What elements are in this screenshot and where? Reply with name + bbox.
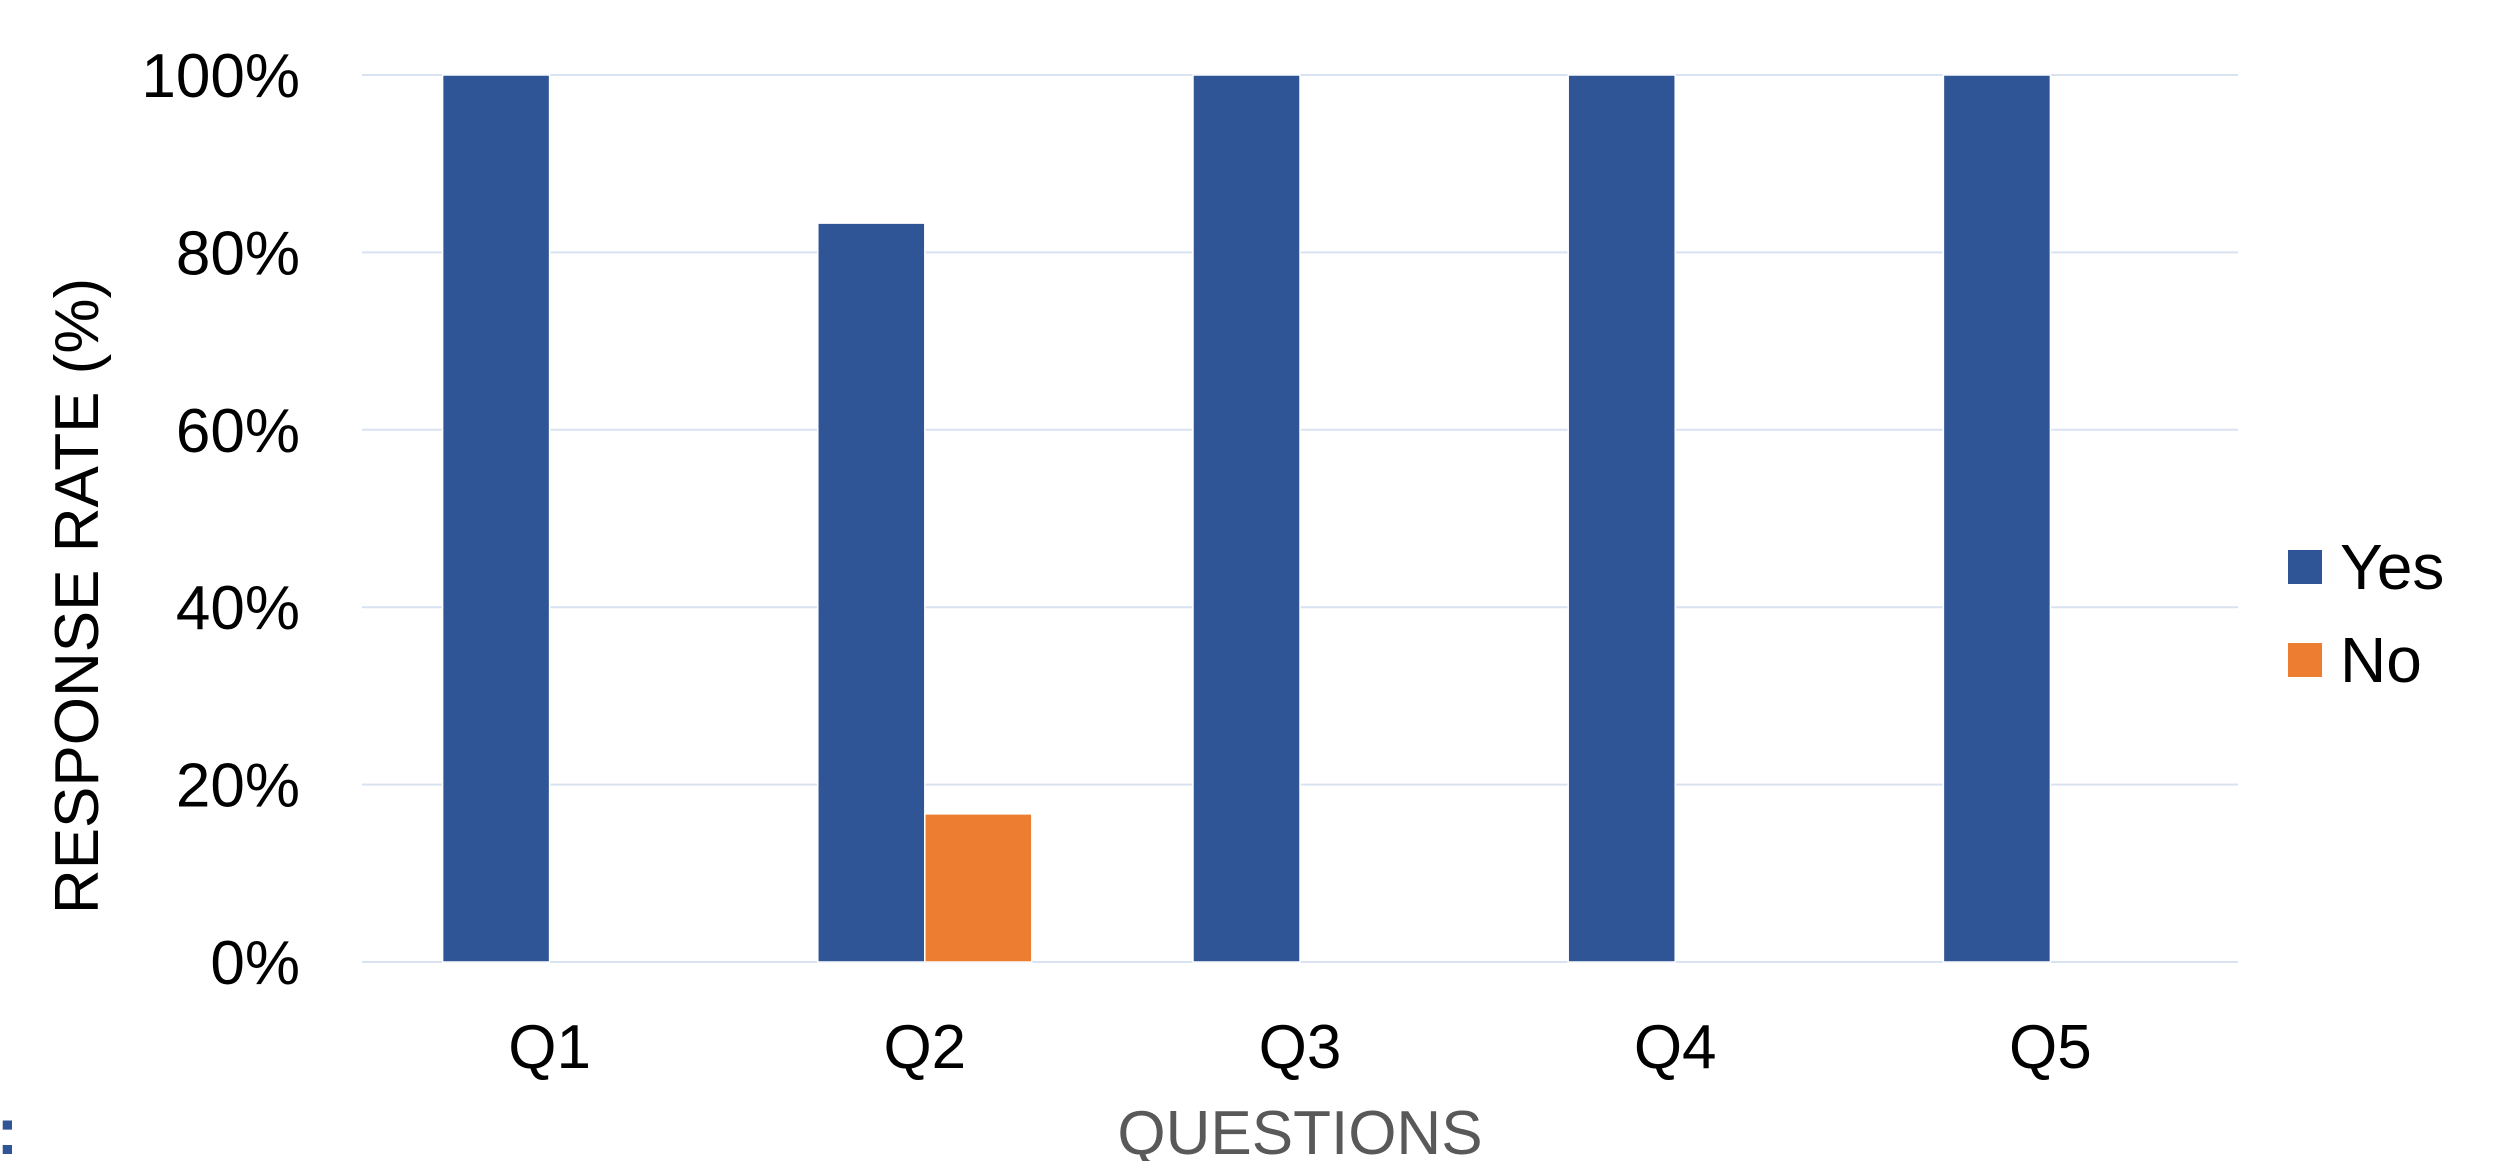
y-axis-ticks: 0% 20% 40% 60% 80% 100%	[141, 42, 300, 998]
y-tick-label: 20%	[176, 752, 300, 821]
bar-yes-q1	[441, 74, 551, 963]
bar-yes-q2	[817, 222, 926, 963]
legend-label-no: No	[2340, 624, 2422, 696]
y-tick-label: 40%	[176, 574, 300, 643]
bar-yes-q4	[1567, 74, 1676, 963]
legend-swatch-yes	[2288, 550, 2322, 584]
legend-swatch-no	[2288, 643, 2322, 677]
y-axis-label: RESPONSE RATE (%)	[43, 278, 112, 914]
legend-label-yes: Yes	[2340, 531, 2444, 603]
y-tick-label: 80%	[176, 219, 300, 288]
y-tick-label: 60%	[176, 397, 300, 466]
x-tick-label: Q5	[2009, 1013, 2092, 1082]
bars	[441, 74, 2052, 963]
bar-no-q2	[924, 813, 1033, 963]
x-tick-label: Q1	[508, 1013, 591, 1082]
bar-yes-q3	[1192, 74, 1301, 963]
y-tick-label: 0%	[210, 929, 300, 998]
legend: Yes No	[2288, 531, 2444, 696]
clipped-fragment-text: l:	[0, 1094, 18, 1161]
x-tick-label: Q2	[883, 1013, 966, 1082]
bar-yes-q5	[1942, 74, 2052, 963]
x-tick-label: Q4	[1634, 1013, 1717, 1082]
x-axis-ticks: Q1 Q2 Q3 Q4 Q5	[508, 1013, 2092, 1082]
x-tick-label: Q3	[1259, 1013, 1342, 1082]
x-axis-label: QUESTIONS	[1117, 1099, 1482, 1161]
y-tick-label: 100%	[141, 42, 300, 111]
